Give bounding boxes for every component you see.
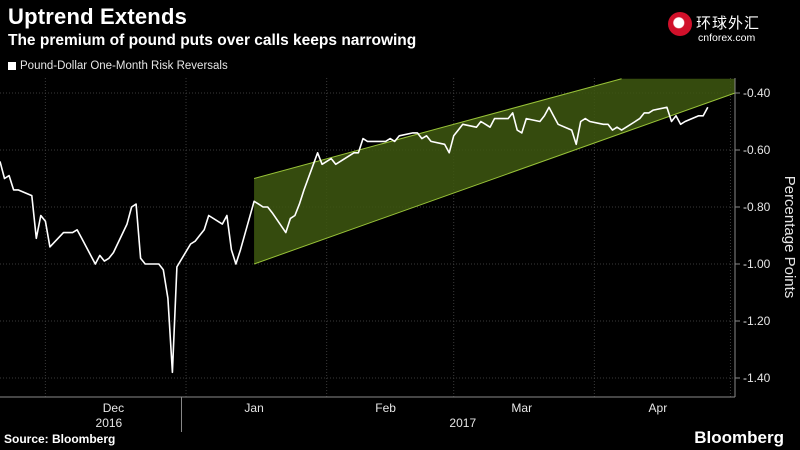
- x-year-label: 2016: [96, 416, 123, 430]
- legend-label: Pound-Dollar One-Month Risk Reversals: [20, 60, 228, 72]
- y-tick-label: -1.00: [743, 257, 771, 271]
- y-axis-title: Percentage Points: [781, 176, 798, 299]
- chart-subtitle: The premium of pound puts over calls kee…: [8, 32, 417, 49]
- bloomberg-brand: Bloomberg: [694, 428, 784, 447]
- cnforex-watermark: 环球外汇 cnforex.com: [668, 10, 788, 50]
- y-tick-label: -0.60: [743, 143, 771, 157]
- watermark-chinese: 环球外汇: [696, 14, 761, 32]
- legend: Pound-Dollar One-Month Risk Reversals: [8, 60, 228, 72]
- channel-upper-edge: [253, 78, 622, 179]
- x-month-label: Feb: [375, 401, 396, 415]
- chart-title: Uptrend Extends: [8, 4, 188, 29]
- watermark-site: cnforex.com: [698, 32, 756, 44]
- channel-lower-edge: [253, 92, 736, 265]
- legend-swatch: [8, 62, 16, 70]
- trend-channel: [253, 78, 736, 265]
- x-month-label: Dec: [103, 401, 124, 415]
- y-tick-label: -1.40: [743, 371, 771, 385]
- series-line-risk-reversals: [0, 106, 709, 374]
- y-tick-label: -0.40: [743, 86, 771, 100]
- x-year-label: 2017: [449, 416, 476, 430]
- source-note: Source: Bloomberg: [4, 432, 116, 446]
- x-month-label: Mar: [511, 401, 532, 415]
- y-tick-label: -1.20: [743, 314, 771, 328]
- y-tick-label: -0.80: [743, 200, 771, 214]
- x-month-label: Apr: [649, 401, 668, 415]
- series-layer: [0, 106, 709, 374]
- cnforex-logo-icon: [668, 12, 692, 36]
- x-month-label: Jan: [244, 401, 263, 415]
- channel-fill: [254, 78, 735, 264]
- axes: -0.40 -0.60 -0.80 -1.00 -1.20 -1.40 Dec Jan Feb M…: [0, 78, 771, 432]
